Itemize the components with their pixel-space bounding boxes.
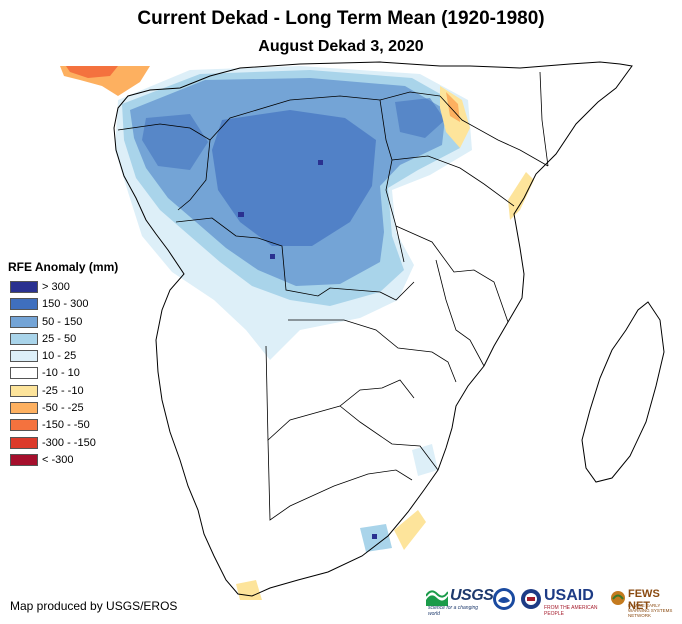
- anomaly-region-150-300-b: [142, 114, 208, 170]
- legend-swatch: [10, 332, 38, 345]
- legend-label: -150 - -50: [42, 419, 90, 432]
- border-segment: [379, 99, 405, 263]
- border-segment: [539, 71, 549, 167]
- map-title: Current Dekad - Long Term Mean (1920-198…: [137, 8, 545, 29]
- usgs-wave-icon: [426, 590, 448, 606]
- usgs-logo: USGS science for a changing world: [426, 586, 494, 617]
- legend-label: 10 - 25: [42, 350, 77, 363]
- legend-item: 50 - 150: [8, 314, 118, 331]
- fews-net-logo: FEWS NET FAMINE EARLY WARNING SYSTEMS NE…: [610, 586, 676, 618]
- legend: RFE Anomaly (mm) > 300 150 - 300 50 - 150 2…: [8, 260, 118, 469]
- anomaly-dry-south-b: [394, 510, 426, 550]
- border-segment: [177, 139, 211, 211]
- legend-item: -150 - -50: [8, 417, 118, 434]
- legend-label: -300 - -150: [42, 436, 96, 449]
- legend-swatch: [10, 350, 38, 363]
- legend-item: 150 - 300: [8, 296, 118, 313]
- anomaly-speck-gt300: [238, 212, 244, 217]
- legend-label: -25 - -10: [42, 384, 84, 397]
- legend-label: 50 - 150: [42, 315, 83, 328]
- legend-swatch: [10, 384, 38, 397]
- madagascar-outline: [581, 301, 665, 483]
- fews-net-emblem-icon: [611, 591, 625, 605]
- legend-swatch: [10, 436, 38, 449]
- legend-item: < -300: [8, 452, 118, 469]
- map-subtitle: August Dekad 3, 2020: [258, 38, 424, 55]
- usgs-tagline: science for a changing world: [428, 605, 479, 617]
- fews-net-wordmark: FEWS NET: [628, 588, 660, 612]
- anomaly-wet-south-east: [412, 444, 438, 476]
- legend-item: -300 - -150: [8, 435, 118, 452]
- border-segment: [395, 225, 509, 323]
- logo-strip: USGS science for a changing world USAID …: [426, 586, 676, 618]
- anomaly-speck-gt300-c: [270, 254, 275, 259]
- legend-label: 150 - 300: [42, 298, 89, 311]
- anomaly-map: [0, 60, 682, 600]
- usaid-wordmark: USAID: [544, 587, 594, 604]
- legend-label: < -300: [42, 453, 74, 466]
- legend-label: -50 - -25: [42, 402, 84, 415]
- legend-swatch: [10, 298, 38, 311]
- border-segment: [435, 259, 485, 367]
- legend-label: > 300: [42, 281, 70, 293]
- legend-item: -50 - -25: [8, 400, 118, 417]
- anomaly-region-150-300-c: [395, 98, 445, 138]
- legend-item: -25 - -10: [8, 383, 118, 400]
- legend-label: 25 - 50: [42, 332, 77, 345]
- anomaly-speck-south: [372, 534, 377, 539]
- usaid-logo: USAID FROM THE AMERICAN PEOPLE: [520, 586, 612, 617]
- legend-label: -10 - 10: [42, 367, 80, 380]
- legend-swatch: [10, 367, 38, 380]
- usaid-tagline: FROM THE AMERICAN PEOPLE: [544, 605, 598, 617]
- continent-coastline: [113, 61, 633, 597]
- land-outline: [113, 61, 665, 597]
- border-segment: [265, 345, 415, 441]
- legend-swatch: [10, 315, 38, 328]
- border-segment: [439, 95, 549, 167]
- border-segment: [175, 217, 415, 301]
- legend-items: > 300 150 - 300 50 - 150 25 - 50 10 - 25 -10 …: [8, 279, 118, 469]
- anomaly-region-150-300: [212, 110, 376, 246]
- border-segment: [339, 405, 439, 471]
- anomaly-very-dry-nw: [66, 66, 118, 78]
- legend-swatch: [10, 402, 38, 415]
- border-segment: [117, 91, 441, 141]
- usgs-wordmark: USGS: [450, 587, 494, 604]
- fews-net-tagline: FAMINE EARLY WARNING SYSTEMS NETWORK: [628, 603, 673, 618]
- anomaly-layer: [60, 66, 534, 600]
- usaid-seal-icon: [521, 589, 541, 609]
- border-segment: [391, 155, 515, 207]
- legend-item: > 300: [8, 279, 118, 296]
- legend-swatch: [10, 419, 38, 432]
- country-borders: [117, 71, 549, 521]
- border-segment: [288, 319, 457, 383]
- credit-text: Map produced by USGS/EROS: [10, 599, 178, 613]
- legend-swatch: [10, 281, 38, 293]
- anomaly-dry-kenya-coast: [508, 172, 534, 220]
- legend-swatch: [10, 453, 38, 466]
- legend-title: RFE Anomaly (mm): [8, 260, 119, 274]
- anomaly-speck-gt300-b: [318, 160, 323, 165]
- border-segment: [267, 439, 413, 521]
- legend-item: 10 - 25: [8, 348, 118, 365]
- legend-item: 25 - 50: [8, 331, 118, 348]
- legend-item: -10 - 10: [8, 365, 118, 382]
- noaa-logo-icon: [493, 588, 515, 610]
